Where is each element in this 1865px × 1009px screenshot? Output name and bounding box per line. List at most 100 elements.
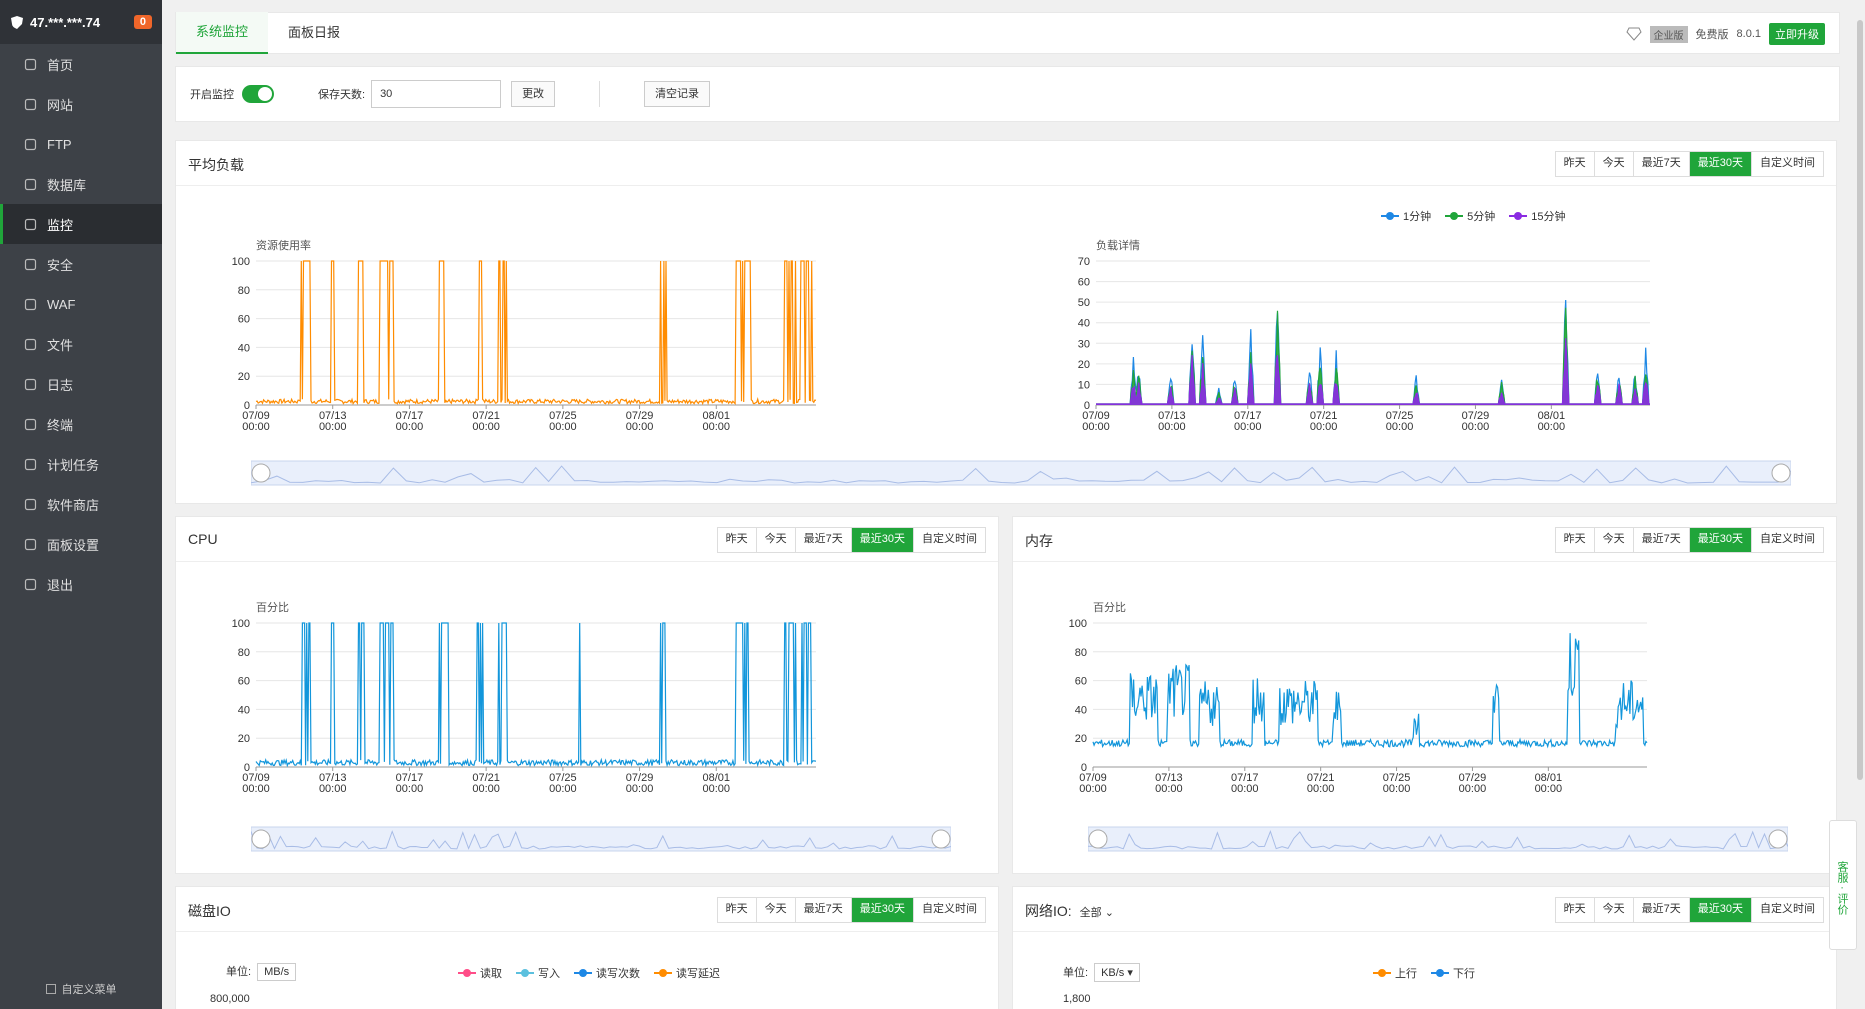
range-button-0[interactable]: 昨天 (1555, 152, 1594, 176)
zoom-handle[interactable] (1768, 829, 1788, 849)
range-button-3[interactable]: 最近30天 (1688, 152, 1751, 176)
sidebar-item-7[interactable]: 文件 (0, 324, 162, 364)
custom-menu-button[interactable]: 自定义菜单 (0, 981, 162, 997)
legend-read[interactable]: 读取 (458, 965, 502, 981)
range-button-4[interactable]: 自定义时间 (913, 528, 985, 552)
range-button-2[interactable]: 最近7天 (1632, 152, 1689, 176)
legend-marker (458, 969, 476, 977)
legend-rw-count[interactable]: 读写次数 (574, 965, 640, 981)
y-tick-label: 60 (238, 676, 250, 688)
enable-monitor-toggle[interactable] (242, 85, 274, 103)
server-header[interactable]: 47.***.***.74 0 (0, 0, 162, 44)
sidebar-item-0[interactable]: 首页 (0, 44, 162, 84)
range-button-0[interactable]: 昨天 (717, 898, 756, 922)
y-tick-label: 100 (232, 256, 250, 268)
load-title: 平均负载 (188, 157, 244, 173)
x-tick-label: 07/25 (549, 410, 577, 422)
tab-panel-report[interactable]: 面板日报 (288, 25, 341, 40)
load-panel: 平均负载 昨天 今天 最近7天 最近30天 自定义时间 1分钟 5分钟 15分钟 资源使… (175, 140, 1837, 504)
legend-rw-latency[interactable]: 读写延迟 (654, 965, 720, 981)
sidebar-item-13[interactable]: 退出 (0, 564, 162, 604)
legend-write[interactable]: 写入 (516, 965, 560, 981)
sidebar-item-12[interactable]: 面板设置 (0, 524, 162, 564)
sidebar-item-label: 数据库 (47, 177, 87, 193)
sidebar-item-label: 首页 (47, 57, 74, 73)
range-button-1[interactable]: 今天 (755, 528, 795, 552)
range-button-4[interactable]: 自定义时间 (1751, 528, 1823, 552)
legend-5min[interactable]: 5分钟 (1445, 208, 1495, 224)
range-button-4[interactable]: 自定义时间 (1751, 152, 1823, 176)
x-tick-label: 07/21 (472, 410, 500, 422)
sidebar-item-5[interactable]: 安全 (0, 244, 162, 284)
sidebar-item-1[interactable]: 网站 (0, 84, 162, 124)
monitor-controls: 开启监控 保存天数: 30 更改 清空记录 (175, 66, 1840, 122)
sidebar-item-2[interactable]: FTP (0, 124, 162, 164)
range-button-3[interactable]: 最近30天 (1688, 898, 1751, 922)
network-select[interactable]: 全部 ⌄ (1079, 907, 1114, 919)
memory-chart: 百分比02040608010007/0900:0007/1300:0007/17… (1069, 601, 1648, 795)
zoom-handle[interactable] (1771, 463, 1791, 483)
sidebar-item-9[interactable]: 终端 (0, 404, 162, 444)
cpu-zoom-slider[interactable] (251, 823, 951, 857)
x-tick-label: 07/29 (1462, 410, 1490, 422)
range-button-0[interactable]: 昨天 (717, 528, 756, 552)
legend-marker (516, 969, 534, 977)
save-days-input[interactable]: 30 (371, 80, 502, 108)
change-button[interactable]: 更改 (511, 81, 556, 107)
sidebar-item-4[interactable]: 监控 (0, 204, 162, 244)
disk-io-panel: 磁盘IO 昨天 今天 最近7天 最近30天 自定义时间 单位: MB/s 读取 写入 读写… (175, 886, 999, 1009)
page-scrollbar[interactable] (1857, 20, 1863, 780)
range-button-3[interactable]: 最近30天 (850, 528, 913, 552)
range-button-3[interactable]: 最近30天 (850, 898, 913, 922)
range-button-2[interactable]: 最近7天 (794, 528, 851, 552)
net-unit-select[interactable]: KB/s ▾ (1094, 963, 1140, 982)
range-button-0[interactable]: 昨天 (1555, 898, 1594, 922)
zoom-track[interactable] (251, 460, 1791, 486)
range-button-2[interactable]: 最近7天 (1632, 528, 1689, 552)
load-usage-chart: 资源使用率02040608010007/0900:0007/1300:0007/… (232, 238, 817, 433)
service-float[interactable]: 客服 · 评价 (1829, 820, 1857, 950)
x-tick-label: 07/21 (1310, 410, 1338, 422)
range-button-2[interactable]: 最近7天 (1632, 898, 1689, 922)
sidebar-item-10[interactable]: 计划任务 (0, 444, 162, 484)
cpu-title: CPU (188, 531, 218, 547)
tab-system-monitor[interactable]: 系统监控 (176, 12, 269, 54)
zoom-handle[interactable] (1088, 829, 1108, 849)
sidebar-item-8[interactable]: 日志 (0, 364, 162, 404)
memory-zoom-slider[interactable] (1088, 823, 1788, 857)
message-badge[interactable]: 0 (133, 15, 152, 29)
range-button-4[interactable]: 自定义时间 (913, 898, 985, 922)
legend-1min[interactable]: 1分钟 (1381, 208, 1431, 224)
zoom-handle[interactable] (931, 829, 951, 849)
home-icon (24, 58, 37, 70)
enterprise-badge[interactable]: 企业版 (1649, 25, 1688, 43)
sidebar-item-3[interactable]: 数据库 (0, 164, 162, 204)
range-button-0[interactable]: 昨天 (1555, 528, 1594, 552)
terminal-icon (24, 418, 37, 430)
sidebar: 47.***.***.74 0 首页网站 FTP 数据库监控 安全 WAF 文件 日志 终端计… (0, 0, 162, 1009)
legend-upload[interactable]: 上行 (1373, 965, 1417, 981)
load-zoom-slider[interactable] (251, 457, 1791, 491)
sidebar-item-11[interactable]: 软件商店 (0, 484, 162, 524)
clear-records-button[interactable]: 清空记录 (644, 81, 711, 107)
net-unit: 单位: KB/s ▾ (1063, 963, 1140, 982)
range-button-1[interactable]: 今天 (755, 898, 795, 922)
zoom-handle[interactable] (251, 829, 271, 849)
zoom-handle[interactable] (251, 463, 271, 483)
range-button-4[interactable]: 自定义时间 (1751, 898, 1823, 922)
sidebar-item-6[interactable]: WAF (0, 284, 162, 324)
zoom-track[interactable] (1088, 826, 1788, 852)
legend-download[interactable]: 下行 (1431, 965, 1475, 981)
disk-unit-select[interactable]: MB/s (257, 963, 297, 981)
range-button-2[interactable]: 最近7天 (794, 898, 851, 922)
range-button-1[interactable]: 今天 (1593, 898, 1633, 922)
range-button-1[interactable]: 今天 (1593, 528, 1633, 552)
network-range-group: 昨天 今天 最近7天 最近30天 自定义时间 (1554, 897, 1824, 923)
range-button-3[interactable]: 最近30天 (1688, 528, 1751, 552)
x-tick-label: 07/09 (1082, 410, 1110, 422)
legend-15min[interactable]: 15分钟 (1509, 208, 1566, 224)
range-button-1[interactable]: 今天 (1593, 152, 1633, 176)
y-tick-label: 100 (232, 618, 250, 630)
upgrade-button[interactable]: 立即升级 (1769, 23, 1825, 45)
y-tick-label: 0 (244, 400, 250, 412)
